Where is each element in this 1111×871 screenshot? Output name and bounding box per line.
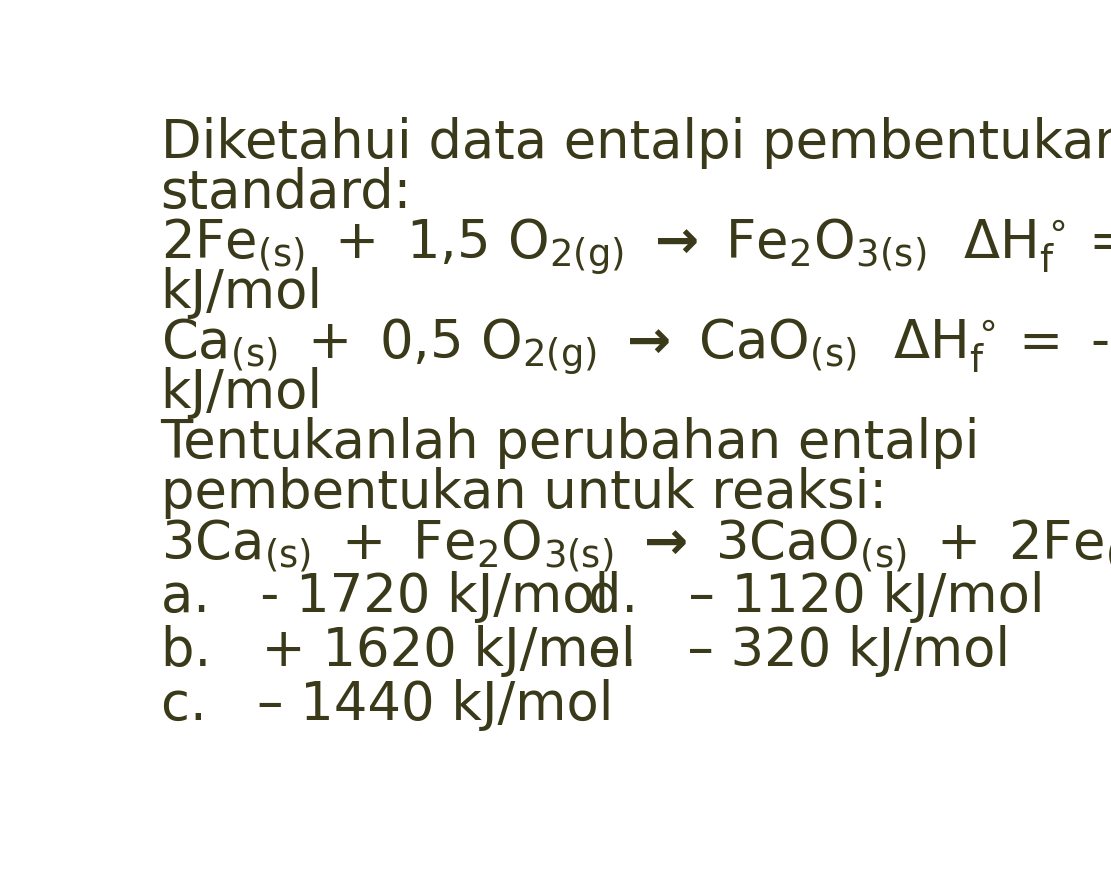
Text: Tentukanlah perubahan entalpi: Tentukanlah perubahan entalpi: [161, 417, 980, 469]
Text: pembentukan untuk reaksi:: pembentukan untuk reaksi:: [161, 467, 887, 519]
Text: b.   + 1620 kJ/mol: b. + 1620 kJ/mol: [161, 625, 635, 677]
Text: d.   – 1120 kJ/mol: d. – 1120 kJ/mol: [589, 571, 1045, 623]
Text: standard:: standard:: [161, 167, 412, 219]
Text: a.   - 1720 kJ/mol: a. - 1720 kJ/mol: [161, 571, 609, 623]
Text: e.   – 320 kJ/mol: e. – 320 kJ/mol: [589, 625, 1011, 677]
Text: $3\mathrm{Ca}_{(\mathrm{s})}\ +\ \mathrm{Fe}_2\mathrm{O}_{3(\mathrm{s})}\ \mathb: $3\mathrm{Ca}_{(\mathrm{s})}\ +\ \mathrm…: [161, 517, 1111, 574]
Text: $\mathdefault{2}\mathrm{Fe}_{(\mathrm{s})}$$\ +\ 1{,}5\ \mathrm{O}_{2(\mathrm{g}: $\mathdefault{2}\mathrm{Fe}_{(\mathrm{s}…: [161, 217, 1111, 278]
Text: $\mathrm{Ca}_{(\mathrm{s})}\ +\ 0{,}5\ \mathrm{O}_{2(\mathrm{g})}\ \mathbf{\righ: $\mathrm{Ca}_{(\mathrm{s})}\ +\ 0{,}5\ \…: [161, 317, 1111, 378]
Text: Diketahui data entalpi pembentukan: Diketahui data entalpi pembentukan: [161, 117, 1111, 169]
Text: c.   – 1440 kJ/mol: c. – 1440 kJ/mol: [161, 679, 613, 731]
Text: kJ/mol: kJ/mol: [161, 367, 322, 419]
Text: kJ/mol: kJ/mol: [161, 267, 322, 319]
